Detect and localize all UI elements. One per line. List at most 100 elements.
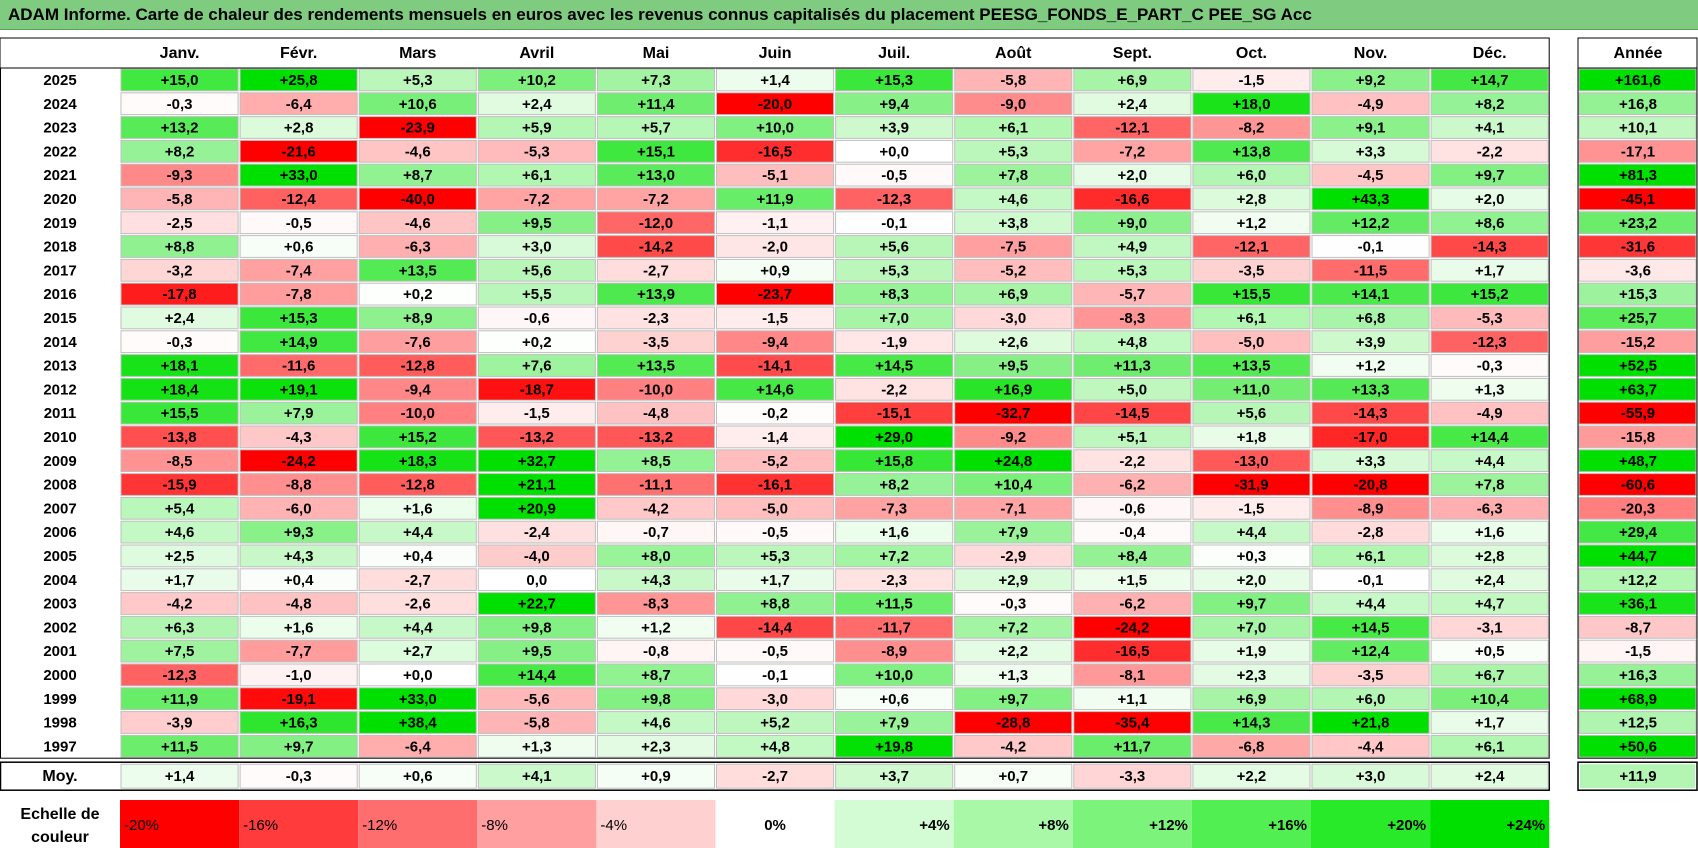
cell-value: -4,3 [286, 429, 312, 446]
heatmap-cell [954, 544, 1073, 568]
cell-value: -4,6 [405, 215, 431, 232]
average-value: -0,3 [286, 768, 312, 785]
heatmap-cell [1192, 401, 1311, 425]
heatmap-cell [596, 235, 716, 258]
cell-value: -2,7 [405, 572, 431, 589]
cell-value: -4,9 [1477, 405, 1503, 422]
cell-value: +4,6 [641, 715, 671, 732]
heatmap-cell [477, 92, 596, 116]
cell-value: -8,5 [167, 453, 193, 470]
heatmap-cell [1192, 449, 1311, 473]
heatmap-cell [954, 449, 1073, 473]
heatmap-cell [1073, 663, 1192, 687]
month-header: Déc. [1473, 45, 1507, 62]
cell-value: +10,6 [399, 96, 437, 113]
heatmap-cell [835, 711, 954, 734]
year-label: 2015 [43, 310, 76, 327]
scale-label: +20% [1387, 817, 1426, 834]
cell-value: +13,5 [637, 358, 675, 375]
heatmap-cell [1430, 211, 1549, 235]
chart-title: ADAM Informe. Carte de chaleur des rende… [0, 0, 1698, 30]
heatmap-cell [1073, 568, 1192, 592]
scale-swatch [1191, 800, 1311, 848]
heatmap-cell [120, 687, 239, 711]
heatmap-cell [835, 734, 954, 758]
cell-value: -12,3 [877, 191, 911, 208]
heatmap-cell [1311, 354, 1430, 377]
heatmap-cell [239, 235, 358, 258]
cell-value: +9,7 [1237, 596, 1267, 613]
cell-value: +10,0 [756, 120, 794, 137]
average-value: -3,3 [1119, 768, 1145, 785]
cell-value: +24,8 [994, 453, 1032, 470]
heatmap-cell [358, 473, 477, 496]
cell-value: +8,2 [165, 143, 195, 160]
cell-value: +8,8 [760, 596, 790, 613]
heatmap-cell [1192, 568, 1311, 592]
heatmap-cell [835, 496, 954, 520]
heatmap-cell [954, 401, 1073, 425]
heatmap-cell [596, 520, 716, 544]
heatmap-cell [596, 401, 716, 425]
cell-value: -7,3 [881, 500, 907, 517]
annual-value: -45,1 [1621, 191, 1655, 208]
heatmap-cell [1430, 639, 1549, 663]
heatmap-cell [835, 354, 954, 377]
annual-header: Année [1614, 45, 1663, 62]
annual-value: +16,3 [1619, 667, 1657, 684]
cell-value: -0,7 [643, 524, 669, 541]
cell-value: +6,7 [1475, 667, 1505, 684]
heatmap-cell [477, 187, 596, 211]
annual-cell [1578, 235, 1697, 258]
annual-value: +52,5 [1619, 358, 1657, 375]
heatmap-cell [120, 330, 239, 354]
cell-value: +4,6 [998, 191, 1028, 208]
heatmap-cell [358, 615, 477, 639]
heatmap-cell [1311, 711, 1430, 734]
heatmap-cell [954, 68, 1073, 92]
heatmap-cell [477, 592, 596, 615]
cell-value: +1,6 [1475, 524, 1505, 541]
cell-value: -21,6 [282, 143, 316, 160]
cell-value: +43,3 [1352, 191, 1390, 208]
heatmap-cell [1073, 401, 1192, 425]
cell-value: +18,0 [1232, 96, 1270, 113]
annual-value: +81,3 [1619, 167, 1657, 184]
cell-value: -4,4 [1358, 738, 1385, 755]
cell-value: +0,9 [760, 262, 790, 279]
cell-value: -0,3 [1000, 596, 1026, 613]
cell-value: -23,7 [758, 286, 792, 303]
heatmap-cell [1192, 116, 1311, 139]
heatmap-cell [1192, 473, 1311, 496]
year-label: 2004 [43, 572, 77, 589]
heatmap-cell [716, 663, 835, 687]
cell-value: +8,7 [403, 167, 433, 184]
cell-value: -11,5 [1354, 262, 1387, 279]
heatmap-cell [1073, 354, 1192, 377]
month-header: Avril [519, 45, 554, 62]
cell-value: +1,8 [1237, 429, 1267, 446]
cell-value: +7,9 [879, 715, 909, 732]
cell-value: -4,2 [1000, 738, 1026, 755]
cell-value: -35,4 [1115, 715, 1150, 732]
cell-value: +15,5 [1232, 286, 1270, 303]
cell-value: +6,0 [1237, 167, 1267, 184]
cell-value: -24,2 [282, 453, 316, 470]
scale-label: +4% [919, 817, 949, 834]
cell-value: +14,6 [756, 381, 794, 398]
heatmap-cell [477, 282, 596, 306]
cell-value: +15,2 [399, 429, 437, 446]
cell-value: +8,9 [403, 310, 433, 327]
heatmap-cell [954, 734, 1073, 758]
cell-value: -1,5 [524, 405, 550, 422]
cell-value: -16,5 [758, 143, 792, 160]
heatmap-cell [239, 449, 358, 473]
annual-cell [1578, 711, 1697, 734]
cell-value: +13,8 [1232, 143, 1270, 160]
cell-value: +4,9 [1118, 239, 1148, 256]
cell-value: -23,9 [401, 120, 435, 137]
heatmap-cell [596, 258, 716, 282]
heatmap-cell [120, 615, 239, 639]
heatmap-cell [1430, 544, 1549, 568]
year-label: 2018 [43, 239, 76, 256]
